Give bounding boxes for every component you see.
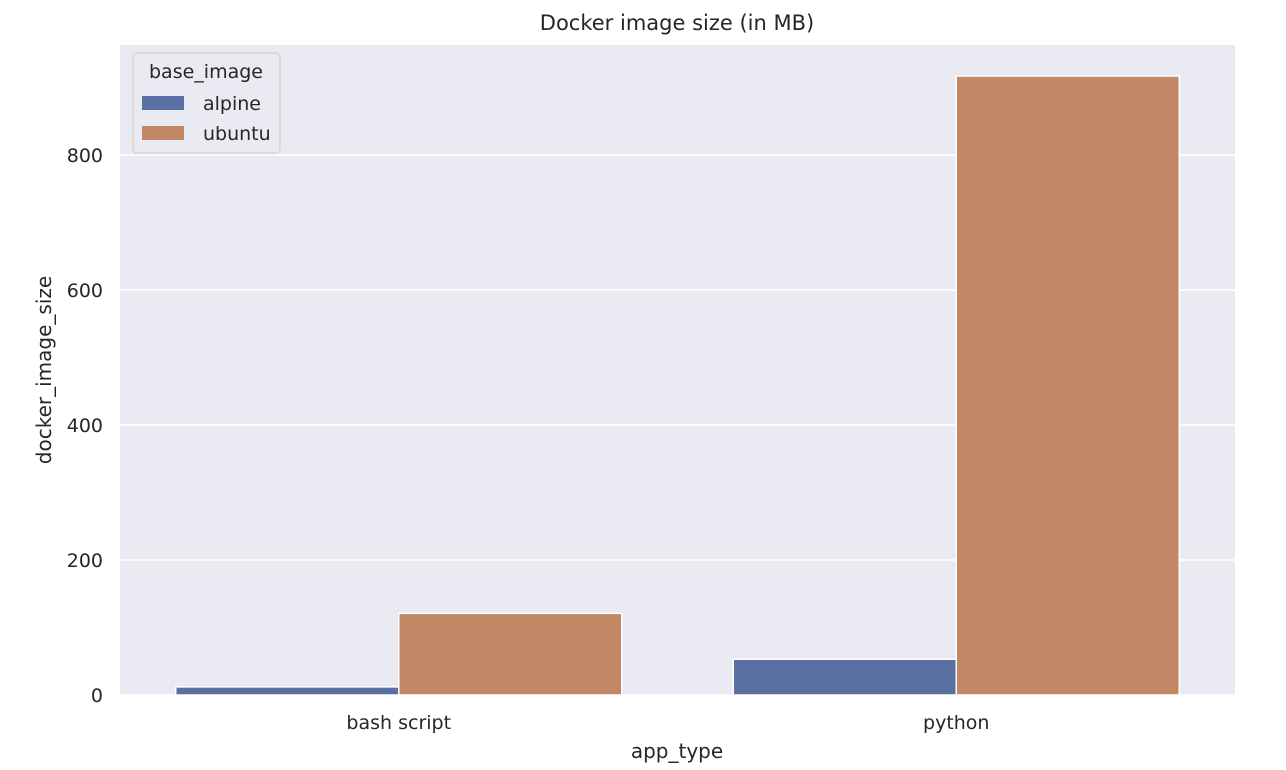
legend-label-ubuntu: ubuntu: [203, 123, 271, 145]
legend-items: alpine ubuntu: [142, 93, 271, 145]
legend-label-alpine: alpine: [203, 93, 261, 115]
bar-ubuntu-0: [398, 612, 623, 696]
bars: [175, 75, 1180, 696]
bar-ubuntu-1: [955, 75, 1180, 696]
y-tick-label: 0: [91, 685, 103, 707]
x-tick-label: python: [923, 712, 989, 734]
bar-alpine-1: [732, 658, 957, 696]
chart-title: Docker image size (in MB): [540, 11, 814, 35]
y-tick-label: 200: [67, 550, 103, 572]
legend: base_image alpine ubuntu: [132, 52, 281, 154]
y-tick-label: 400: [67, 415, 103, 437]
x-tick-label: bash script: [346, 712, 451, 734]
y-axis-label: docker_image_size: [32, 276, 56, 464]
legend-title: base_image: [149, 61, 263, 83]
y-tick-label: 800: [67, 145, 103, 167]
y-tick-label: 600: [67, 280, 103, 302]
x-tick-labels: bash script python: [346, 712, 989, 734]
legend-swatch-ubuntu: [142, 126, 184, 140]
y-tick-labels: 0 200 400 600 800: [67, 145, 103, 707]
x-axis-label: app_type: [631, 739, 723, 763]
legend-swatch-alpine: [142, 96, 184, 110]
bar-alpine-0: [175, 686, 400, 696]
